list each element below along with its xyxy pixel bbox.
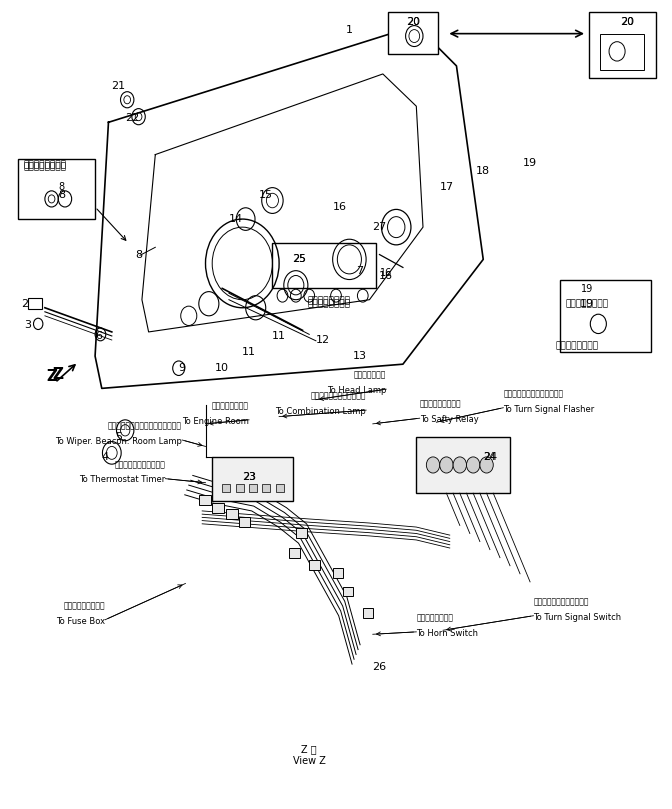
Text: 26: 26 bbox=[372, 662, 386, 671]
Bar bbox=[363, 608, 374, 618]
Circle shape bbox=[480, 457, 493, 473]
Bar bbox=[333, 568, 343, 578]
Text: ホーンスイッチへ: ホーンスイッチへ bbox=[417, 613, 454, 622]
Text: 20: 20 bbox=[621, 16, 633, 27]
Text: 18: 18 bbox=[476, 166, 491, 176]
Text: 21: 21 bbox=[112, 81, 126, 91]
Text: 10: 10 bbox=[215, 363, 229, 373]
Text: 6: 6 bbox=[95, 331, 102, 341]
Bar bbox=[239, 518, 250, 527]
Text: 2: 2 bbox=[22, 299, 28, 309]
Text: 7: 7 bbox=[356, 266, 363, 277]
Text: 12: 12 bbox=[316, 335, 330, 345]
Text: 11: 11 bbox=[272, 331, 286, 341]
Text: 25: 25 bbox=[293, 254, 306, 265]
Text: 24: 24 bbox=[482, 452, 497, 462]
Text: （大型特殊車用）: （大型特殊車用） bbox=[565, 299, 608, 308]
Text: （大型特殊車用）: （大型特殊車用） bbox=[24, 160, 67, 170]
Text: 16: 16 bbox=[333, 202, 346, 212]
Text: ターンシグナルスイッチへ: ターンシグナルスイッチへ bbox=[534, 597, 589, 606]
Text: To Combination Lamp: To Combination Lamp bbox=[276, 407, 366, 416]
Text: ワイパ・ビーコン・ルームランプへ: ワイパ・ビーコン・ルームランプへ bbox=[108, 421, 182, 430]
Text: 4: 4 bbox=[101, 452, 109, 462]
Bar bbox=[388, 12, 438, 53]
Text: To Turn Signal Switch: To Turn Signal Switch bbox=[534, 612, 622, 621]
Bar bbox=[272, 244, 376, 287]
Text: 20: 20 bbox=[620, 16, 634, 27]
Circle shape bbox=[466, 457, 480, 473]
Bar bbox=[289, 548, 300, 557]
Text: 23: 23 bbox=[242, 472, 256, 482]
Text: 15: 15 bbox=[259, 190, 273, 200]
Text: コンビネーションランプへ: コンビネーションランプへ bbox=[310, 392, 366, 400]
Text: エンジンルームへ: エンジンルームへ bbox=[212, 401, 249, 410]
Text: （大型特殊車用）: （大型特殊車用） bbox=[308, 297, 351, 306]
Text: 20: 20 bbox=[406, 16, 420, 27]
Text: To Fuse Box: To Fuse Box bbox=[56, 616, 105, 625]
Text: 19: 19 bbox=[523, 158, 537, 167]
Bar bbox=[226, 509, 238, 519]
Text: To Safty Relay: To Safty Relay bbox=[419, 415, 478, 424]
Bar bbox=[417, 437, 510, 493]
Bar bbox=[28, 298, 42, 309]
Text: To Head Lamp: To Head Lamp bbox=[327, 386, 386, 395]
Text: 24: 24 bbox=[484, 452, 496, 462]
Circle shape bbox=[439, 457, 453, 473]
Text: 17: 17 bbox=[439, 182, 454, 192]
Bar bbox=[296, 527, 306, 537]
Text: 27: 27 bbox=[372, 222, 386, 232]
Bar bbox=[249, 484, 257, 492]
Text: Z: Z bbox=[53, 367, 64, 382]
Text: ヘッドランプへ: ヘッドランプへ bbox=[354, 371, 386, 379]
Bar bbox=[18, 159, 95, 219]
Text: 8: 8 bbox=[58, 190, 65, 200]
Bar bbox=[276, 484, 284, 492]
Text: To Thermostat Timer: To Thermostat Timer bbox=[79, 476, 165, 485]
Text: （大型特殊車用）: （大型特殊車用） bbox=[556, 341, 599, 350]
Bar bbox=[199, 495, 211, 506]
Circle shape bbox=[453, 457, 466, 473]
Text: 1: 1 bbox=[346, 24, 353, 35]
Text: Z 視: Z 視 bbox=[302, 744, 317, 755]
Text: 20: 20 bbox=[407, 16, 419, 27]
Text: サーモスタットタイマへ: サーモスタットタイマへ bbox=[114, 460, 165, 469]
Text: 22: 22 bbox=[125, 113, 139, 123]
Bar bbox=[212, 503, 224, 514]
Text: 13: 13 bbox=[352, 351, 366, 361]
Text: To Horn Switch: To Horn Switch bbox=[417, 629, 478, 637]
Bar bbox=[262, 484, 270, 492]
Text: 9: 9 bbox=[179, 363, 185, 373]
Bar bbox=[589, 12, 656, 78]
Text: 14: 14 bbox=[228, 214, 243, 224]
Text: 3: 3 bbox=[25, 320, 32, 331]
Text: 25: 25 bbox=[292, 254, 306, 265]
Text: To Wiper. Beacon. Room Lamp: To Wiper. Beacon. Room Lamp bbox=[55, 437, 182, 446]
Text: Z: Z bbox=[46, 369, 57, 383]
Bar bbox=[309, 560, 320, 570]
Text: ターンシグナルフラッシャへ: ターンシグナルフラッシャへ bbox=[503, 389, 563, 398]
Text: （大型特殊車用）: （大型特殊車用） bbox=[24, 162, 67, 172]
Text: セーフティリレーへ: セーフティリレーへ bbox=[419, 400, 461, 409]
Bar bbox=[560, 280, 650, 352]
Bar bbox=[212, 457, 292, 502]
Text: 19: 19 bbox=[581, 284, 593, 294]
Circle shape bbox=[426, 457, 439, 473]
Text: 23: 23 bbox=[243, 472, 255, 482]
Text: To Turn Signal Flasher: To Turn Signal Flasher bbox=[503, 404, 595, 413]
Text: 11: 11 bbox=[242, 347, 256, 357]
Bar bbox=[600, 34, 644, 70]
Text: （大型特殊車用）: （大型特殊車用） bbox=[308, 299, 351, 308]
Text: 5: 5 bbox=[115, 432, 122, 442]
Bar bbox=[222, 484, 230, 492]
Text: 19: 19 bbox=[580, 299, 594, 309]
Bar bbox=[343, 587, 353, 596]
Text: View Z: View Z bbox=[293, 756, 326, 766]
Text: ヒューズボックスへ: ヒューズボックスへ bbox=[63, 601, 105, 610]
Text: 8: 8 bbox=[58, 182, 65, 192]
Bar bbox=[236, 484, 244, 492]
Text: 16: 16 bbox=[379, 270, 393, 281]
Text: To Engine Room: To Engine Room bbox=[182, 417, 249, 426]
Text: 16: 16 bbox=[380, 268, 392, 278]
Text: 8: 8 bbox=[135, 250, 142, 260]
